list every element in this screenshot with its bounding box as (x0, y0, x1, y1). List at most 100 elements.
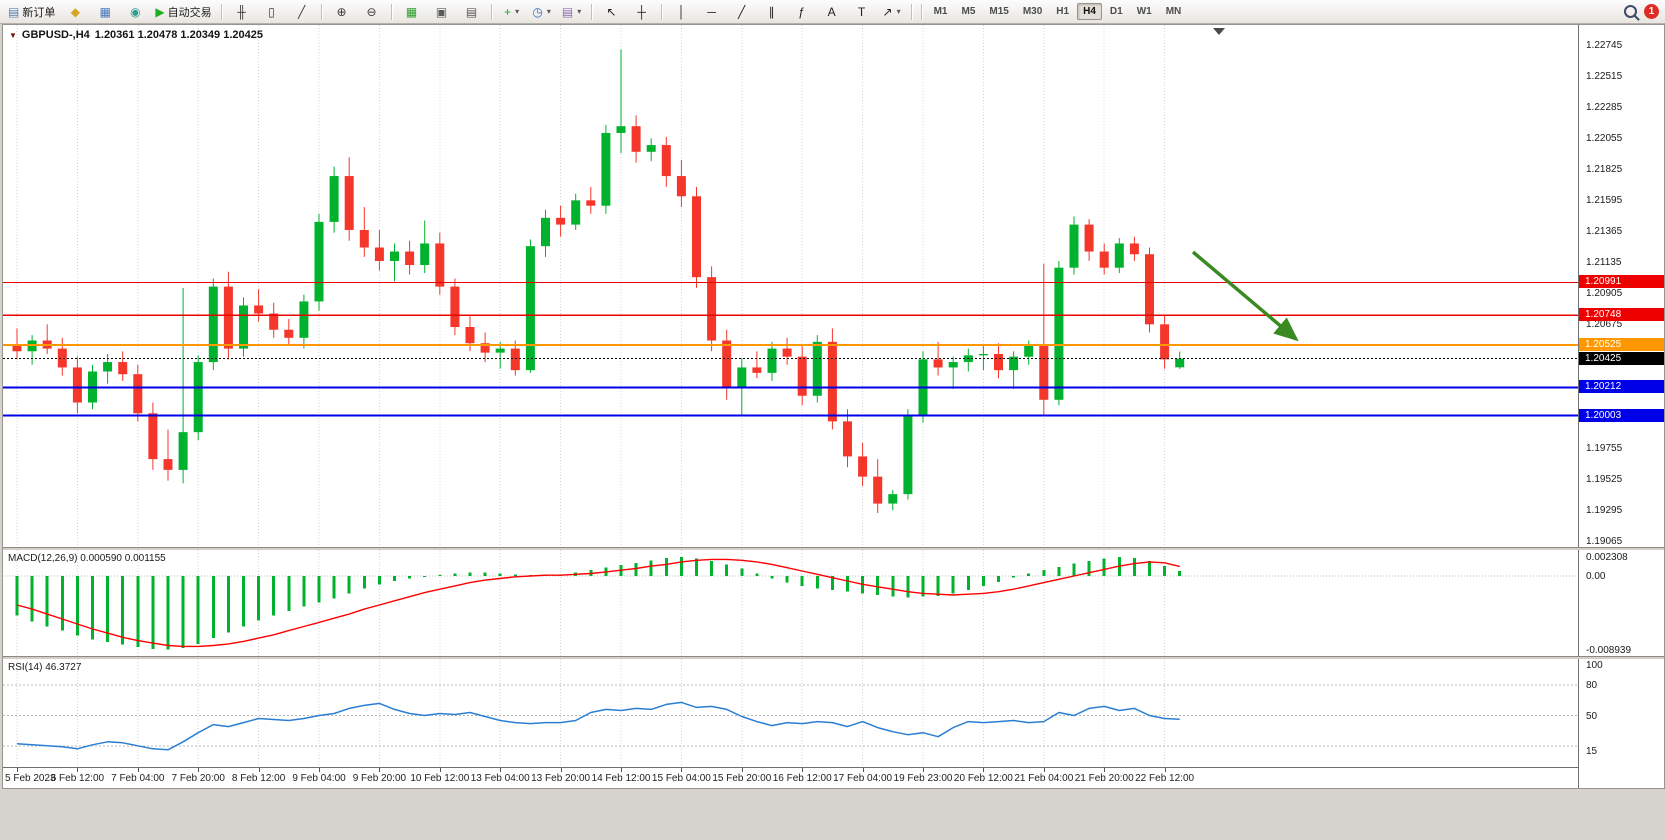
timeframe-m1-button[interactable]: M1 (933, 6, 948, 17)
chevron-down-icon: ▾ (577, 7, 582, 16)
price-tag: 1.20748 (1579, 308, 1664, 322)
time-axis-tick (379, 768, 381, 772)
horizontal-line-button[interactable]: ─ (698, 1, 726, 22)
timeframe-mn-button[interactable]: MN (1165, 6, 1182, 17)
toolbar-separator (220, 3, 223, 20)
toolbar-separator (390, 3, 393, 20)
market-watch-button[interactable]: ◆ (61, 1, 89, 22)
time-axis-tick (560, 768, 562, 772)
time-axis-label: 15 Feb 04:00 (651, 773, 711, 784)
data-window-icon: ▦ (99, 4, 112, 19)
time-axis-label: 13 Feb 04:00 (470, 773, 530, 784)
trendline-button[interactable]: ╱ (728, 1, 756, 22)
time-axis-tick (681, 768, 683, 772)
rsi-axis-label: 50 (1586, 710, 1598, 722)
candlestick-type-button[interactable]: ▯ (258, 1, 286, 22)
search-icon[interactable] (1624, 5, 1637, 18)
time-axis-tick (1164, 768, 1166, 772)
timeframe-m5-button[interactable]: M5 (961, 6, 976, 17)
price-axis-label: 1.21825 (1586, 164, 1623, 175)
timeframe-m15-button[interactable]: M15 (989, 6, 1009, 17)
cursor-button[interactable]: ↖ (598, 1, 626, 22)
timeframe-h4-button[interactable]: H4 (1077, 3, 1102, 20)
macd-histogram-layer (15, 556, 1182, 650)
time-axis-tick (1104, 768, 1106, 772)
bar-chart-type-button[interactable]: ╫ (228, 1, 256, 22)
price-axis-label: 1.21135 (1586, 257, 1622, 268)
trend-arrow[interactable] (1191, 250, 1299, 342)
indicators-button[interactable]: + ▾ (498, 1, 526, 22)
notification-badge[interactable]: 1 (1644, 4, 1659, 19)
trendline-icon: ╱ (737, 4, 746, 19)
timeframe-h1-button[interactable]: H1 (1056, 6, 1070, 17)
macd-grid-layer (3, 550, 1578, 656)
time-axis-label: 9 Feb 20:00 (352, 773, 407, 784)
cursor-icon: ↖ (606, 4, 617, 19)
macd-panel-canvas[interactable] (3, 550, 1578, 656)
alerts-button[interactable]: ◉ (121, 1, 149, 22)
price-axis-label: 1.22285 (1586, 102, 1623, 113)
zoom-in-icon: ⊕ (336, 4, 347, 19)
price-axis-label: 1.22745 (1586, 40, 1623, 51)
toolbar-separator (660, 3, 663, 20)
templates-button[interactable]: ▤ ▾ (558, 1, 586, 22)
price-axis-label: 1.21595 (1586, 195, 1623, 206)
rsi-axis-label: 15 (1586, 745, 1598, 757)
toolbar-separator (490, 3, 493, 20)
time-axis-tick (862, 768, 864, 772)
cascade-windows-button[interactable]: ▣ (428, 1, 456, 22)
toolbar-button-group: ▤ 新订单 ◆ ▦ ◉ ▶ 自动交易 ╫ ▯ ╱ ⊕ ⊖ ▦ ▣ ▤ + ▾ ◷ ▾ ▤ ▾ ↖ ┼ │ ─ ╱ ∥ ƒ A T ↗ ▾ (3, 0, 917, 23)
crosshair-button[interactable]: ┼ (628, 1, 656, 22)
price-axis-label: 1.20905 (1586, 288, 1623, 299)
line-chart-type-button[interactable]: ╱ (288, 1, 316, 22)
rsi-label: RSI(14) 46.3727 (8, 662, 82, 673)
text-label-button[interactable]: T (848, 1, 876, 22)
time-axis-tick (198, 768, 200, 772)
timeframe-d1-button[interactable]: D1 (1109, 6, 1123, 17)
panel-splitter[interactable] (3, 656, 1664, 659)
zoom-out-button[interactable]: ⊖ (358, 1, 386, 22)
panel-splitter[interactable] (3, 547, 1664, 550)
arrange-windows-icon: ▤ (465, 4, 478, 19)
zoom-out-icon: ⊖ (366, 4, 377, 19)
time-axis-label: 7 Feb 20:00 (171, 773, 225, 784)
timeframe-w1-button[interactable]: W1 (1136, 6, 1152, 17)
time-axis-label: 20 Feb 12:00 (953, 773, 1013, 784)
price-axis[interactable]: 1.22745 1.22515 1.22285 1.22055 1.21825 1.215… (1578, 25, 1664, 788)
tile-windows-button[interactable]: ▦ (398, 1, 426, 22)
chevron-down-icon: ▾ (515, 7, 520, 16)
fibonacci-button[interactable]: ƒ (788, 1, 816, 22)
time-axis-label: 7 Feb 04:00 (111, 773, 165, 784)
chevron-down-icon: ▾ (546, 7, 551, 16)
price-chart-canvas[interactable] (3, 25, 1578, 547)
zoom-in-button[interactable]: ⊕ (328, 1, 356, 22)
vertical-line-button[interactable]: │ (668, 1, 696, 22)
main-toolbar: ▤ 新订单 ◆ ▦ ◉ ▶ 自动交易 ╫ ▯ ╱ ⊕ ⊖ ▦ ▣ ▤ + ▾ ◷ ▾ ▤ ▾ ↖ ┼ │ ─ ╱ ∥ ƒ A T ↗ ▾ M1… (0, 0, 1665, 24)
market-watch-icon: ◆ (70, 4, 80, 19)
data-window-button[interactable]: ▦ (91, 1, 119, 22)
time-axis[interactable]: 5 Feb 2023 6 Feb 12:00 7 Feb 04:00 7 Feb 20… (3, 767, 1578, 788)
time-axis-label: 10 Feb 12:00 (410, 773, 470, 784)
price-axis-label: 1.19525 (1586, 474, 1623, 485)
rsi-panel-canvas[interactable] (3, 659, 1578, 767)
periods-button[interactable]: ◷ ▾ (528, 1, 556, 22)
vertical-line-icon: │ (677, 4, 686, 19)
price-axis-label: 1.21365 (1586, 226, 1623, 237)
time-axis-label: 13 Feb 20:00 (531, 773, 591, 784)
chart-window[interactable]: ▼ GBPUSD-,H4 1.20361 1.20478 1.20349 1.2… (2, 24, 1665, 789)
timeframe-m30-button[interactable]: M30 (1022, 6, 1043, 17)
autotrading-icon: ▶ (155, 4, 165, 19)
fibonacci-icon: ƒ (798, 4, 805, 19)
macd-axis-label: -0.008939 (1586, 644, 1632, 656)
time-axis-tick (17, 768, 18, 772)
channel-icon: ∥ (768, 4, 775, 19)
new-order-button[interactable]: ▤ 新订单 (4, 1, 59, 22)
arrange-windows-button[interactable]: ▤ (458, 1, 486, 22)
toolbar-right-group: 1 (1624, 0, 1659, 23)
arrows-button[interactable]: ↗ ▾ (878, 1, 906, 22)
price-tag: 1.20991 (1579, 275, 1664, 289)
channel-button[interactable]: ∥ (758, 1, 786, 22)
autotrading-button[interactable]: ▶ 自动交易 (151, 1, 215, 22)
time-axis-tick (77, 768, 79, 772)
text-button[interactable]: A (818, 1, 846, 22)
